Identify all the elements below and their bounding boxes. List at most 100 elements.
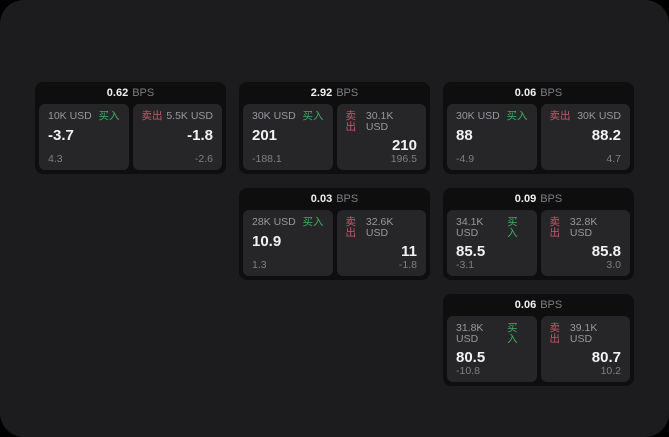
sell-amount: 32.8K USD (569, 216, 598, 239)
bps-unit-label: BPS (540, 192, 563, 205)
buy-tile[interactable]: 28K USD 买入 10.9 1.3 (243, 210, 333, 276)
bps-unit-label: BPS (540, 86, 563, 99)
bps-header: 0.06 BPS (443, 294, 634, 316)
quote-card: 0.06 BPS 31.8K USD 买入 80.5 -10.8 卖出 39.1… (443, 294, 634, 386)
buy-side-label: 买入 (507, 216, 518, 239)
sell-tile-top: 卖出 32.8K USD (550, 217, 622, 238)
sell-tile-top: 卖出 39.1K USD (550, 323, 622, 344)
sell-change: -1.8 (398, 258, 417, 271)
bps-value: 0.03 (310, 192, 333, 205)
bps-value: 2.92 (310, 86, 333, 99)
sell-price: 80.7 (591, 349, 621, 366)
sell-change: 10.2 (600, 364, 621, 377)
buy-change: 1.3 (252, 258, 267, 271)
buy-tile-top: 30K USD 买入 (252, 111, 324, 122)
buy-side-label: 买入 (302, 110, 324, 122)
sell-side-label: 卖出 (141, 110, 163, 122)
buy-change: 4.3 (48, 152, 63, 165)
sell-tile[interactable]: 卖出 30K USD 88.2 4.7 (540, 104, 630, 170)
sell-amount: 39.1K USD (569, 322, 598, 345)
sell-change: 3.0 (606, 258, 621, 271)
quote-card: 0.09 BPS 34.1K USD 买入 85.5 -3.1 卖出 32.8K… (443, 188, 634, 280)
sell-tile-top: 卖出 32.6K USD (346, 217, 418, 238)
sell-tile-top: 卖出 30.1K USD (346, 111, 418, 132)
bps-unit-label: BPS (336, 192, 359, 205)
buy-amount: 30K USD (252, 110, 296, 122)
card-body: 30K USD 买入 88 -4.9 卖出 30K USD 88.2 4.7 (443, 104, 634, 174)
sell-side-label: 卖出 (549, 216, 561, 239)
sell-amount: 5.5K USD (166, 110, 213, 122)
buy-tile[interactable]: 10K USD 买入 -3.7 4.3 (39, 104, 129, 170)
sell-side-label: 卖出 (549, 322, 561, 345)
card-body: 31.8K USD 买入 80.5 -10.8 卖出 39.1K USD 80.… (443, 316, 634, 386)
card-body: 10K USD 买入 -3.7 4.3 卖出 5.5K USD -1.8 -2.… (35, 104, 226, 174)
sell-price: 88.2 (591, 126, 621, 144)
buy-price: 201 (252, 126, 278, 144)
buy-side-label: 买入 (98, 110, 120, 122)
buy-amount: 34.1K USD (456, 216, 484, 239)
buy-amount: 31.8K USD (456, 322, 484, 345)
sell-tile-top: 卖出 30K USD (550, 111, 622, 122)
bps-value: 0.09 (514, 192, 537, 205)
sell-change: 4.7 (606, 152, 621, 165)
buy-tile-top: 34.1K USD 买入 (456, 217, 528, 238)
quote-card: 0.06 BPS 30K USD 买入 88 -4.9 卖出 30K USD 8… (443, 82, 634, 174)
buy-change: -4.9 (456, 152, 475, 165)
sell-amount: 32.6K USD (365, 216, 394, 239)
sell-price: 210 (391, 137, 417, 154)
buy-side-label: 买入 (507, 322, 518, 345)
buy-amount: 10K USD (48, 110, 92, 122)
sell-tile[interactable]: 卖出 39.1K USD 80.7 10.2 (540, 316, 630, 382)
sell-tile[interactable]: 卖出 32.6K USD 11 -1.8 (336, 210, 426, 276)
sell-amount: 30.1K USD (365, 110, 394, 133)
card-body: 34.1K USD 买入 85.5 -3.1 卖出 32.8K USD 85.8… (443, 210, 634, 280)
buy-side-label: 买入 (302, 216, 324, 228)
quote-card: 0.62 BPS 10K USD 买入 -3.7 4.3 卖出 5.5K USD… (35, 82, 226, 174)
sell-price: -1.8 (187, 126, 213, 144)
buy-amount: 30K USD (456, 110, 500, 122)
buy-amount: 28K USD (252, 216, 296, 228)
sell-tile[interactable]: 卖出 32.8K USD 85.8 3.0 (540, 210, 630, 276)
buy-tile-top: 28K USD 买入 (252, 217, 324, 228)
buy-tile[interactable]: 30K USD 买入 88 -4.9 (447, 104, 537, 170)
sell-price: 85.8 (591, 243, 621, 260)
bps-unit-label: BPS (132, 86, 155, 99)
buy-price: 10.9 (252, 232, 282, 250)
card-body: 28K USD 买入 10.9 1.3 卖出 32.6K USD 11 -1.8 (239, 210, 430, 280)
bps-header: 0.09 BPS (443, 188, 634, 210)
buy-price: -3.7 (48, 126, 74, 144)
sell-side-label: 卖出 (345, 216, 357, 239)
sell-amount: 30K USD (577, 110, 621, 122)
bps-value: 0.06 (514, 298, 537, 311)
bps-header: 0.03 BPS (239, 188, 430, 210)
buy-tile[interactable]: 31.8K USD 买入 80.5 -10.8 (447, 316, 537, 382)
buy-tile-top: 10K USD 买入 (48, 111, 120, 122)
bps-header: 0.06 BPS (443, 82, 634, 104)
bps-value: 0.06 (514, 86, 537, 99)
bps-header: 2.92 BPS (239, 82, 430, 104)
sell-tile-top: 卖出 5.5K USD (142, 111, 214, 122)
quote-card: 0.03 BPS 28K USD 买入 10.9 1.3 卖出 32.6K US… (239, 188, 430, 280)
bps-unit-label: BPS (336, 86, 359, 99)
quote-card: 2.92 BPS 30K USD 买入 201 -188.1 卖出 30.1K … (239, 82, 430, 174)
buy-change: -10.8 (456, 364, 480, 377)
cards-grid: 0.62 BPS 10K USD 买入 -3.7 4.3 卖出 5.5K USD… (35, 82, 634, 386)
buy-price: 80.5 (456, 349, 486, 366)
sell-tile[interactable]: 卖出 30.1K USD 210 196.5 (336, 104, 426, 170)
sell-change: 196.5 (390, 152, 417, 165)
bps-header: 0.62 BPS (35, 82, 226, 104)
card-body: 30K USD 买入 201 -188.1 卖出 30.1K USD 210 1… (239, 104, 430, 174)
buy-tile-top: 31.8K USD 买入 (456, 323, 528, 344)
sell-side-label: 卖出 (345, 110, 357, 133)
bps-value: 0.62 (106, 86, 129, 99)
buy-price: 85.5 (456, 243, 486, 260)
buy-tile[interactable]: 30K USD 买入 201 -188.1 (243, 104, 333, 170)
buy-side-label: 买入 (506, 110, 528, 122)
buy-price: 88 (456, 126, 473, 144)
sell-price: 11 (401, 243, 417, 260)
buy-tile[interactable]: 34.1K USD 买入 85.5 -3.1 (447, 210, 537, 276)
sell-side-label: 卖出 (549, 110, 571, 122)
bps-unit-label: BPS (540, 298, 563, 311)
sell-tile[interactable]: 卖出 5.5K USD -1.8 -2.6 (132, 104, 222, 170)
